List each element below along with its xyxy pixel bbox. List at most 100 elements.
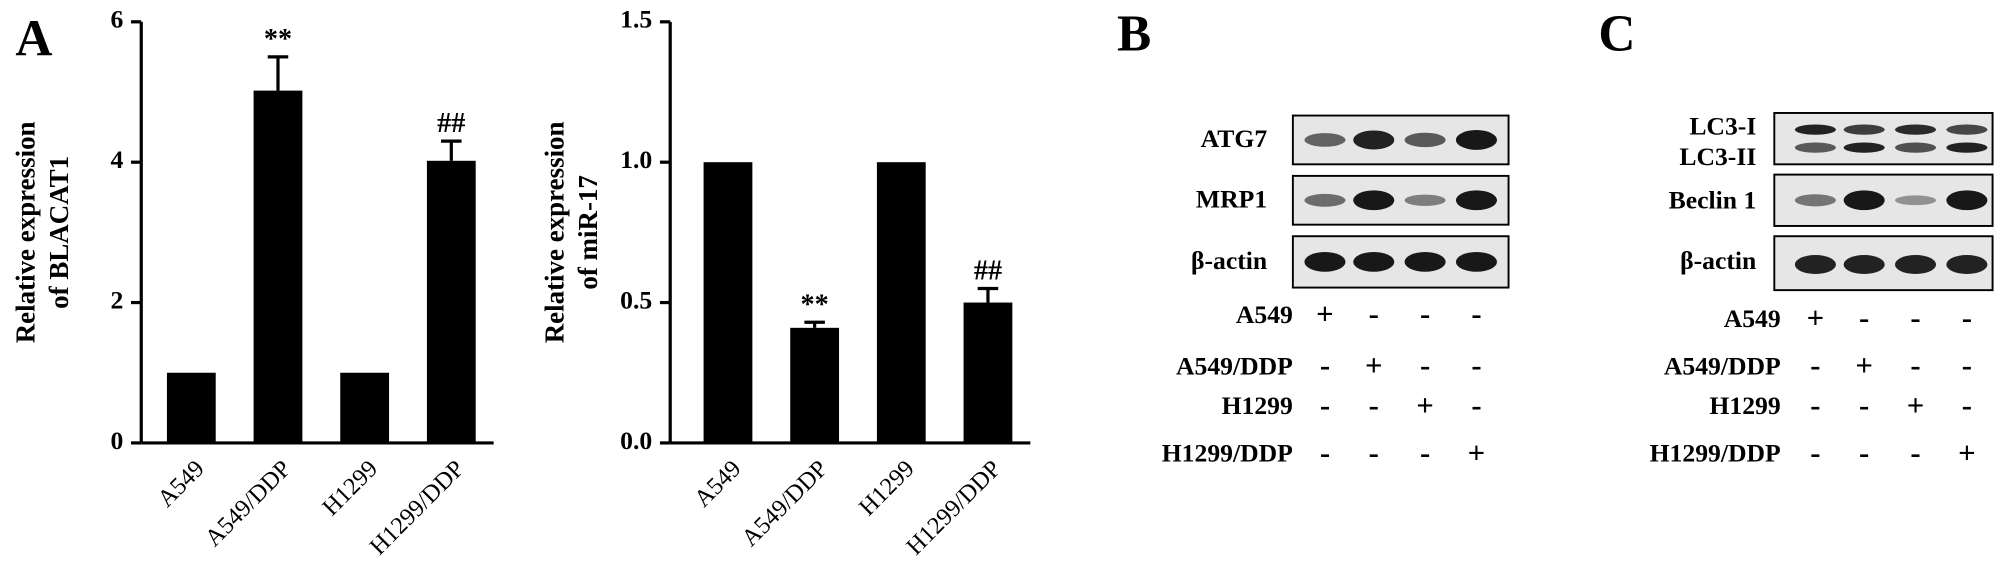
sample-sign: + <box>1855 349 1873 383</box>
protein-label: MRP1 <box>1196 184 1267 213</box>
y-tick-label: 1.5 <box>620 5 652 34</box>
blot-band <box>1404 252 1446 272</box>
blot-band <box>1894 142 1937 153</box>
blot-band <box>1894 254 1937 274</box>
sample-sign: - <box>1420 349 1430 383</box>
sample-sign: - <box>1962 388 1972 422</box>
sample-label: A549/DDP <box>1664 351 1781 380</box>
protein-label: Beclin 1 <box>1669 186 1757 215</box>
blot-band <box>1455 190 1497 211</box>
y-axis-label: Relative expression <box>10 121 40 343</box>
blot-band <box>1455 130 1497 150</box>
x-tick-label: H1299 <box>854 455 920 521</box>
panel-label: A <box>15 10 52 67</box>
blot-band <box>1353 190 1395 211</box>
x-tick-label: H1299/DDP <box>364 455 469 560</box>
significance-label: ** <box>264 24 292 55</box>
y-axis-label: Relative expression <box>539 121 569 343</box>
bar <box>253 90 303 443</box>
x-tick-label: A549 <box>689 455 746 512</box>
y-tick-label: 0 <box>110 426 123 455</box>
sample-sign: - <box>1420 297 1430 331</box>
blot-band <box>1304 193 1346 207</box>
sample-sign: + <box>1807 301 1825 335</box>
sample-sign: - <box>1859 388 1869 422</box>
x-tick-label: H1299 <box>317 455 383 521</box>
bar <box>340 372 390 443</box>
sample-sign: - <box>1320 349 1330 383</box>
significance-label: ** <box>801 289 829 320</box>
blot-band <box>1843 142 1885 153</box>
blot-box <box>1773 112 1994 166</box>
protein-label: ATG7 <box>1201 124 1268 153</box>
sample-sign: - <box>1420 436 1430 470</box>
y-tick-label: 0.5 <box>620 285 652 314</box>
sample-sign: - <box>1471 297 1481 331</box>
sample-sign: - <box>1962 301 1972 335</box>
y-axis-label: of BLACAT1 <box>44 156 74 309</box>
sample-sign: + <box>1316 297 1334 331</box>
protein-label: LC3-I <box>1689 111 1756 140</box>
sample-label: H1299 <box>1222 391 1293 420</box>
blot-band <box>1794 142 1836 153</box>
x-tick-label: A549 <box>152 455 209 512</box>
blot-band <box>1843 254 1885 274</box>
sample-sign: - <box>1962 349 1972 383</box>
blot-band <box>1894 124 1937 135</box>
panel-label: C <box>1598 5 1635 62</box>
bar <box>963 302 1013 443</box>
sample-sign: - <box>1910 301 1920 335</box>
sample-label: H1299/DDP <box>1650 439 1781 468</box>
blot-band <box>1404 194 1446 206</box>
sample-sign: + <box>1907 388 1925 422</box>
y-tick-label: 4 <box>110 145 123 174</box>
sample-label: H1299/DDP <box>1162 439 1293 468</box>
blot-band <box>1894 195 1937 206</box>
blot-band <box>1353 252 1395 272</box>
blot-band <box>1404 132 1446 148</box>
blot-band <box>1794 124 1836 135</box>
x-tick-label: A549/DDP <box>736 455 833 552</box>
sample-sign: - <box>1369 388 1379 422</box>
sample-sign: - <box>1320 436 1330 470</box>
sample-sign: - <box>1810 436 1820 470</box>
sample-label: A549/DDP <box>1176 351 1293 380</box>
x-tick-label: A549/DDP <box>200 455 297 552</box>
sample-sign: + <box>1416 388 1434 422</box>
blot-band <box>1843 124 1885 135</box>
sample-label: A549 <box>1236 300 1293 329</box>
bar <box>703 162 753 443</box>
blot-band <box>1455 252 1497 272</box>
sample-sign: - <box>1859 436 1869 470</box>
sample-sign: + <box>1365 349 1383 383</box>
blot-band <box>1946 142 1988 153</box>
protein-label: β-actin <box>1191 246 1267 275</box>
sample-sign: + <box>1468 436 1486 470</box>
panel-label: B <box>1117 5 1151 62</box>
sample-sign: - <box>1910 436 1920 470</box>
sample-sign: - <box>1859 301 1869 335</box>
bar <box>426 160 476 443</box>
protein-label: β-actin <box>1680 246 1756 275</box>
sample-label: A549 <box>1724 304 1781 333</box>
bar <box>790 327 840 443</box>
sample-sign: - <box>1471 349 1481 383</box>
blot-band <box>1794 254 1836 274</box>
blot-band <box>1304 133 1346 147</box>
bar <box>876 162 926 443</box>
blot-band <box>1946 254 1988 274</box>
blot-band <box>1353 130 1395 150</box>
sample-sign: - <box>1810 388 1820 422</box>
y-tick-label: 6 <box>110 5 123 34</box>
x-tick-label: H1299/DDP <box>901 455 1006 560</box>
sample-sign: - <box>1910 349 1920 383</box>
y-axis-label: of miR-17 <box>573 175 603 290</box>
blot-band <box>1843 190 1885 211</box>
significance-label: ## <box>974 256 1002 287</box>
sample-sign: + <box>1958 436 1976 470</box>
sample-sign: - <box>1369 297 1379 331</box>
blot-band <box>1794 194 1836 207</box>
blot-band <box>1304 252 1346 272</box>
y-tick-label: 1.0 <box>620 145 652 174</box>
